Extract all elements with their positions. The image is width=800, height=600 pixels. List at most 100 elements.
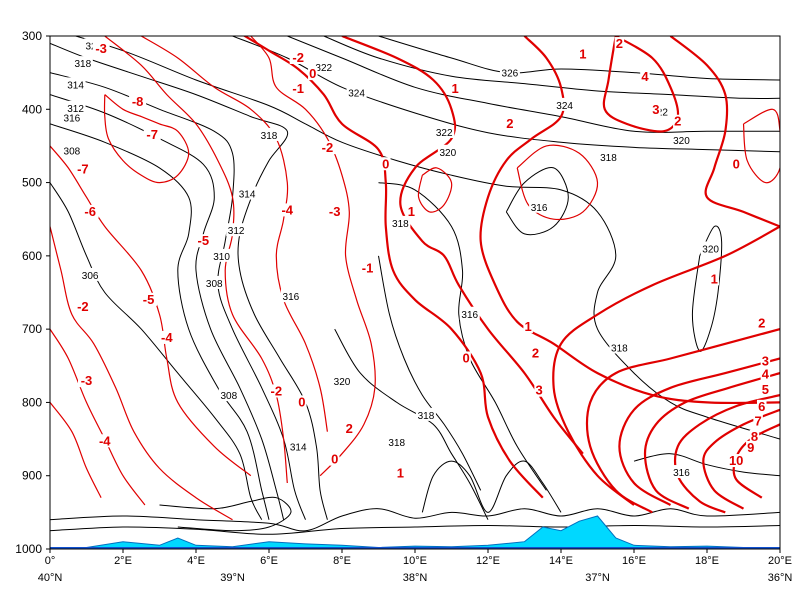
red-contour-label: 0 xyxy=(309,66,316,81)
red-contour-label-background xyxy=(760,354,771,368)
black-contour-label: 322 xyxy=(436,128,453,139)
black-contour-label: 312 xyxy=(67,104,84,115)
red-contour-line xyxy=(702,408,780,510)
black-contour-label-background xyxy=(332,374,352,388)
red-contour-label: 0 xyxy=(462,350,469,365)
black-contour-label-background xyxy=(415,407,436,421)
y-tick-label: 900 xyxy=(22,469,42,483)
red-contour-label: -3 xyxy=(81,373,93,388)
red-contour-label: 3 xyxy=(535,383,542,398)
latitude-label: 38°N xyxy=(403,572,428,584)
red-contour-label-background xyxy=(651,103,661,117)
red-contour-label-group: -3 -8 -7 -7 -6 -5 -5 -4 -4 -3 -4 -2 -2 -2 -1 -1 -3 -2 0 0 0 0… xyxy=(74,36,771,481)
black-contour-line xyxy=(378,255,482,491)
red-contour-label: -4 xyxy=(99,433,111,448)
red-contour-label: 2 xyxy=(616,36,623,51)
red-contour-label: 1 xyxy=(452,81,459,96)
y-tick-label: 1000 xyxy=(15,542,42,556)
black-contour-label-background xyxy=(459,306,480,320)
black-contour-label: 324 xyxy=(556,101,573,112)
black-contour-label-background xyxy=(609,340,630,354)
red-contour-label: -3 xyxy=(329,204,341,219)
red-contour-line xyxy=(643,372,780,510)
black-contour-line xyxy=(378,36,780,81)
red-contour-label-background xyxy=(450,81,460,95)
x-tick-label: 4°E xyxy=(187,555,205,567)
red-contour-label: -3 xyxy=(95,41,107,56)
red-contour-label-background xyxy=(523,319,533,333)
red-contour-label-background xyxy=(749,429,760,443)
red-contour-label: -6 xyxy=(84,204,96,219)
red-contour-label: 1 xyxy=(579,46,586,61)
black-contour-label: 314 xyxy=(67,80,84,91)
red-contour-label-background xyxy=(709,272,720,286)
red-contour-label-background xyxy=(395,466,406,480)
black-contour-label: 310 xyxy=(213,252,230,263)
x-tick-label: 10°E xyxy=(403,555,427,567)
red-contour-label-background xyxy=(461,351,471,365)
red-contour-label: -2 xyxy=(292,50,304,65)
black-contour-label-background xyxy=(237,186,258,200)
black-contour-label: 316 xyxy=(461,310,478,321)
black-contour-label-background xyxy=(598,149,619,163)
black-contour-label: 326 xyxy=(502,69,519,80)
red-contour-label-background xyxy=(329,452,340,466)
y-tick-label: 500 xyxy=(22,176,42,190)
black-contour-label: 320 xyxy=(334,377,351,388)
red-contour-label: 2 xyxy=(346,421,353,436)
red-contour-label: -1 xyxy=(362,260,374,275)
red-contour-label-background xyxy=(727,454,745,468)
black-contour-label: 318 xyxy=(388,438,405,449)
red-contour-line xyxy=(417,167,453,213)
black-contour-label: 320 xyxy=(440,148,457,159)
red-contour-label: -2 xyxy=(322,140,334,155)
black-contour-label-background xyxy=(554,97,575,111)
black-contour-label: 318 xyxy=(611,343,628,354)
red-contour-label-background xyxy=(753,414,763,428)
black-contour-label: 318 xyxy=(261,131,278,142)
black-contour-label: 308 xyxy=(206,279,223,290)
y-tick-label: 600 xyxy=(22,249,42,263)
black-contour-label: 306 xyxy=(82,271,99,282)
red-contour-label: -2 xyxy=(271,383,283,398)
black-contour-label: 308 xyxy=(221,391,238,402)
y-tick-label: 400 xyxy=(22,102,42,116)
black-contour-line xyxy=(633,453,780,477)
red-contour-label: 1 xyxy=(397,466,404,481)
black-contour-label-background xyxy=(72,56,93,70)
red-contour-label-background xyxy=(344,421,355,435)
y-tick-label: 800 xyxy=(22,395,42,409)
black-contour-line xyxy=(50,508,780,532)
red-contour-label-background xyxy=(78,374,95,388)
x-tick-label: 8°E xyxy=(333,555,351,567)
red-contour-line xyxy=(50,145,252,477)
red-contour-label-background xyxy=(289,50,307,64)
black-contour-line xyxy=(232,36,780,153)
latitude-label: 36°N xyxy=(768,572,793,584)
red-contour-label-background xyxy=(640,70,650,84)
black-contour-line xyxy=(50,524,780,535)
black-contour-label-background xyxy=(211,248,232,262)
black-contour-label: 316 xyxy=(673,468,690,479)
red-contour-label-background xyxy=(140,292,158,306)
terrain-fill xyxy=(50,515,780,549)
red-contour-label-background xyxy=(96,434,114,448)
black-contour-label: 318 xyxy=(600,153,617,164)
black-contour-label: 322 xyxy=(315,63,332,74)
red-contour-label-background xyxy=(326,204,344,218)
x-tick-label: 2°E xyxy=(114,555,132,567)
y-tick-label: 300 xyxy=(22,29,42,43)
black-contour-label-background xyxy=(700,241,721,255)
red-contour-line xyxy=(673,394,780,514)
red-contour-label: 1 xyxy=(711,271,718,286)
red-contour-label-background xyxy=(757,316,767,330)
red-contour-label-background xyxy=(278,203,296,217)
red-contour-label: 4 xyxy=(762,367,770,382)
red-contour-label: 7 xyxy=(754,413,761,428)
black-contour-line xyxy=(50,42,328,520)
red-contour-line xyxy=(552,225,780,506)
red-contour-label-background xyxy=(92,42,110,56)
terrain-layer xyxy=(50,515,780,549)
black-contour-label: 314 xyxy=(290,442,307,453)
